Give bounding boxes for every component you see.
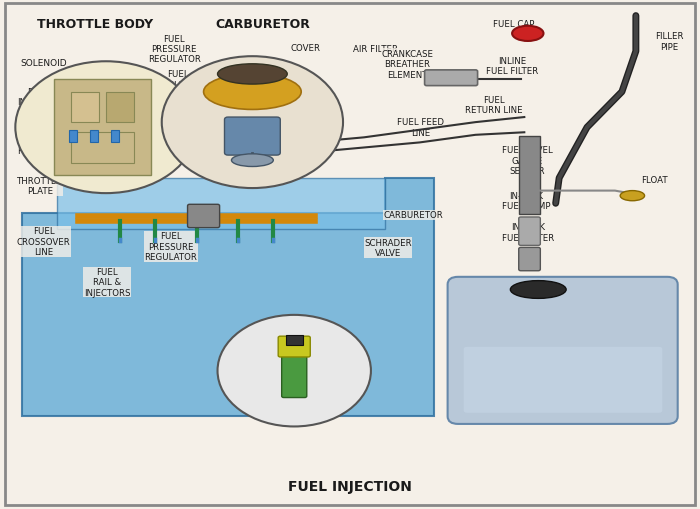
Text: FUEL
INJECTOR: FUEL INJECTOR xyxy=(279,328,321,348)
FancyBboxPatch shape xyxy=(90,130,98,143)
FancyBboxPatch shape xyxy=(69,130,78,143)
Text: SOLENOID: SOLENOID xyxy=(20,59,66,68)
Text: FUEL
RETURN LINE: FUEL RETURN LINE xyxy=(465,96,523,115)
Circle shape xyxy=(218,315,371,427)
Text: CRANKCASE
BREATHER
ELEMENT: CRANKCASE BREATHER ELEMENT xyxy=(382,50,433,79)
FancyBboxPatch shape xyxy=(463,347,662,413)
Ellipse shape xyxy=(218,65,287,85)
FancyBboxPatch shape xyxy=(519,248,540,271)
FancyBboxPatch shape xyxy=(5,4,695,505)
Text: FILLER
PIPE: FILLER PIPE xyxy=(655,32,684,51)
Circle shape xyxy=(162,57,343,189)
Text: AIR FILTER: AIR FILTER xyxy=(354,45,398,54)
Text: FUEL CAP: FUEL CAP xyxy=(493,20,534,29)
Text: SCHRADER
VALVE: SCHRADER VALVE xyxy=(364,238,412,258)
FancyBboxPatch shape xyxy=(111,130,119,143)
Text: FUEL INJECTION: FUEL INJECTION xyxy=(288,479,412,493)
FancyBboxPatch shape xyxy=(54,80,151,176)
Text: CARBURETOR: CARBURETOR xyxy=(384,211,443,220)
FancyBboxPatch shape xyxy=(225,118,280,156)
Polygon shape xyxy=(57,179,385,229)
Text: CARBURETOR: CARBURETOR xyxy=(216,18,310,31)
FancyBboxPatch shape xyxy=(281,344,307,398)
Ellipse shape xyxy=(620,191,645,202)
Text: FLOAT: FLOAT xyxy=(640,176,667,185)
Text: FUEL TANK: FUEL TANK xyxy=(551,409,599,418)
FancyBboxPatch shape xyxy=(519,217,540,246)
Ellipse shape xyxy=(204,75,301,110)
Text: COVER: COVER xyxy=(290,44,321,53)
Text: FUEL
RAIL &
INJECTORS: FUEL RAIL & INJECTORS xyxy=(84,267,130,297)
Ellipse shape xyxy=(512,26,543,42)
Text: FUEL
INLET: FUEL INLET xyxy=(165,70,190,90)
Circle shape xyxy=(15,62,197,194)
Ellipse shape xyxy=(510,281,566,299)
Text: FUEL
RETURN: FUEL RETURN xyxy=(18,136,53,155)
Text: THROTTLE BODY: THROTTLE BODY xyxy=(38,18,153,31)
FancyBboxPatch shape xyxy=(519,137,540,215)
FancyBboxPatch shape xyxy=(71,93,99,123)
FancyBboxPatch shape xyxy=(71,133,134,163)
Text: VACUUM
MOTOR: VACUUM MOTOR xyxy=(190,126,227,145)
Polygon shape xyxy=(22,179,434,416)
Text: INLINE
FUEL FILTER: INLINE FUEL FILTER xyxy=(486,56,538,76)
FancyBboxPatch shape xyxy=(106,93,134,123)
Text: FUEL FEED
LINE: FUEL FEED LINE xyxy=(398,118,444,137)
FancyBboxPatch shape xyxy=(286,335,302,346)
Text: FUEL
INJECTOR
NOZZLE: FUEL INJECTOR NOZZLE xyxy=(18,88,58,118)
Text: IN-TANK
FUEL PUMP: IN-TANK FUEL PUMP xyxy=(502,192,550,211)
Text: IN-TANK
FUEL FILTER: IN-TANK FUEL FILTER xyxy=(502,223,554,242)
Text: FUEL
PRESSURE
REGULATOR: FUEL PRESSURE REGULATOR xyxy=(144,232,197,262)
Text: AIR
CLEANER: AIR CLEANER xyxy=(190,96,230,115)
Ellipse shape xyxy=(232,155,273,167)
FancyBboxPatch shape xyxy=(188,205,220,228)
FancyBboxPatch shape xyxy=(447,277,678,424)
FancyBboxPatch shape xyxy=(425,71,477,87)
Text: FUEL
PRESSURE
REGULATOR: FUEL PRESSURE REGULATOR xyxy=(148,35,201,64)
Text: FUEL LEVEL
GAUGE
SENDER: FUEL LEVEL GAUGE SENDER xyxy=(502,146,553,176)
FancyBboxPatch shape xyxy=(278,336,310,357)
Text: THROTTLE
PLATE: THROTTLE PLATE xyxy=(18,177,62,196)
Text: FUEL
CROSSOVER
LINE: FUEL CROSSOVER LINE xyxy=(17,227,71,257)
